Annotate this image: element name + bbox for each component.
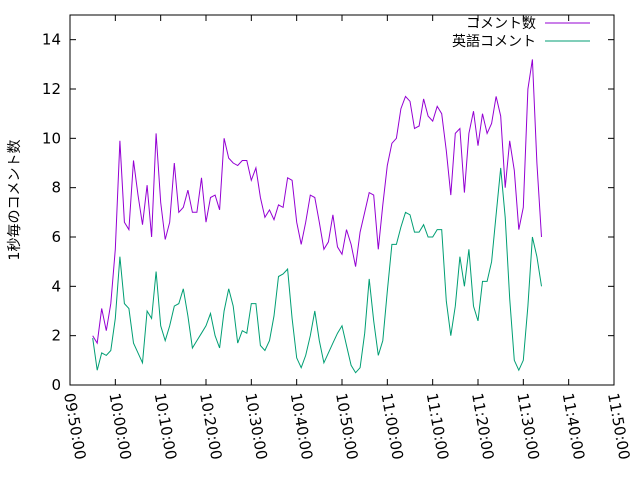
x-tick-label: 09:50:00 <box>60 392 89 461</box>
x-tick-label: 11:20:00 <box>468 392 497 461</box>
x-tick-label: 10:00:00 <box>105 392 134 461</box>
x-tick-label: 11:00:00 <box>377 392 406 461</box>
y-tick-label: 12 <box>42 80 61 98</box>
y-tick-label: 0 <box>51 376 61 394</box>
y-tick-label: 8 <box>51 179 61 197</box>
y-axis: 0 2 4 6 8 10 12 14 <box>42 31 614 394</box>
x-tick-label: 10:20:00 <box>196 392 225 461</box>
x-tick-label: 10:30:00 <box>241 392 270 461</box>
x-tick-label: 10:50:00 <box>332 392 361 461</box>
legend-label: 英語コメント <box>452 33 536 50</box>
series-line <box>92 59 542 345</box>
series-line <box>92 167 542 374</box>
x-tick-label: 11:30:00 <box>513 392 542 461</box>
legend-label: コメント数 <box>466 16 536 32</box>
x-tick-label: 11:10:00 <box>423 392 452 461</box>
y-axis-title: 1秒毎のコメント数 <box>7 140 23 261</box>
x-axis: 09:50:00 10:00:00 10:10:00 10:20:00 10:30:00… <box>60 15 633 461</box>
y-tick-label: 6 <box>51 228 61 246</box>
y-tick-label: 4 <box>51 277 61 295</box>
x-tick-label: 11:50:00 <box>604 392 633 461</box>
x-tick-label: 10:40:00 <box>287 392 316 461</box>
y-tick-label: 14 <box>42 31 61 49</box>
x-tick-label: 11:40:00 <box>559 392 588 461</box>
y-tick-label: 2 <box>51 327 61 345</box>
x-tick-label: 10:10:00 <box>151 392 180 461</box>
y-tick-label: 10 <box>42 129 61 147</box>
series-layer <box>92 59 542 374</box>
